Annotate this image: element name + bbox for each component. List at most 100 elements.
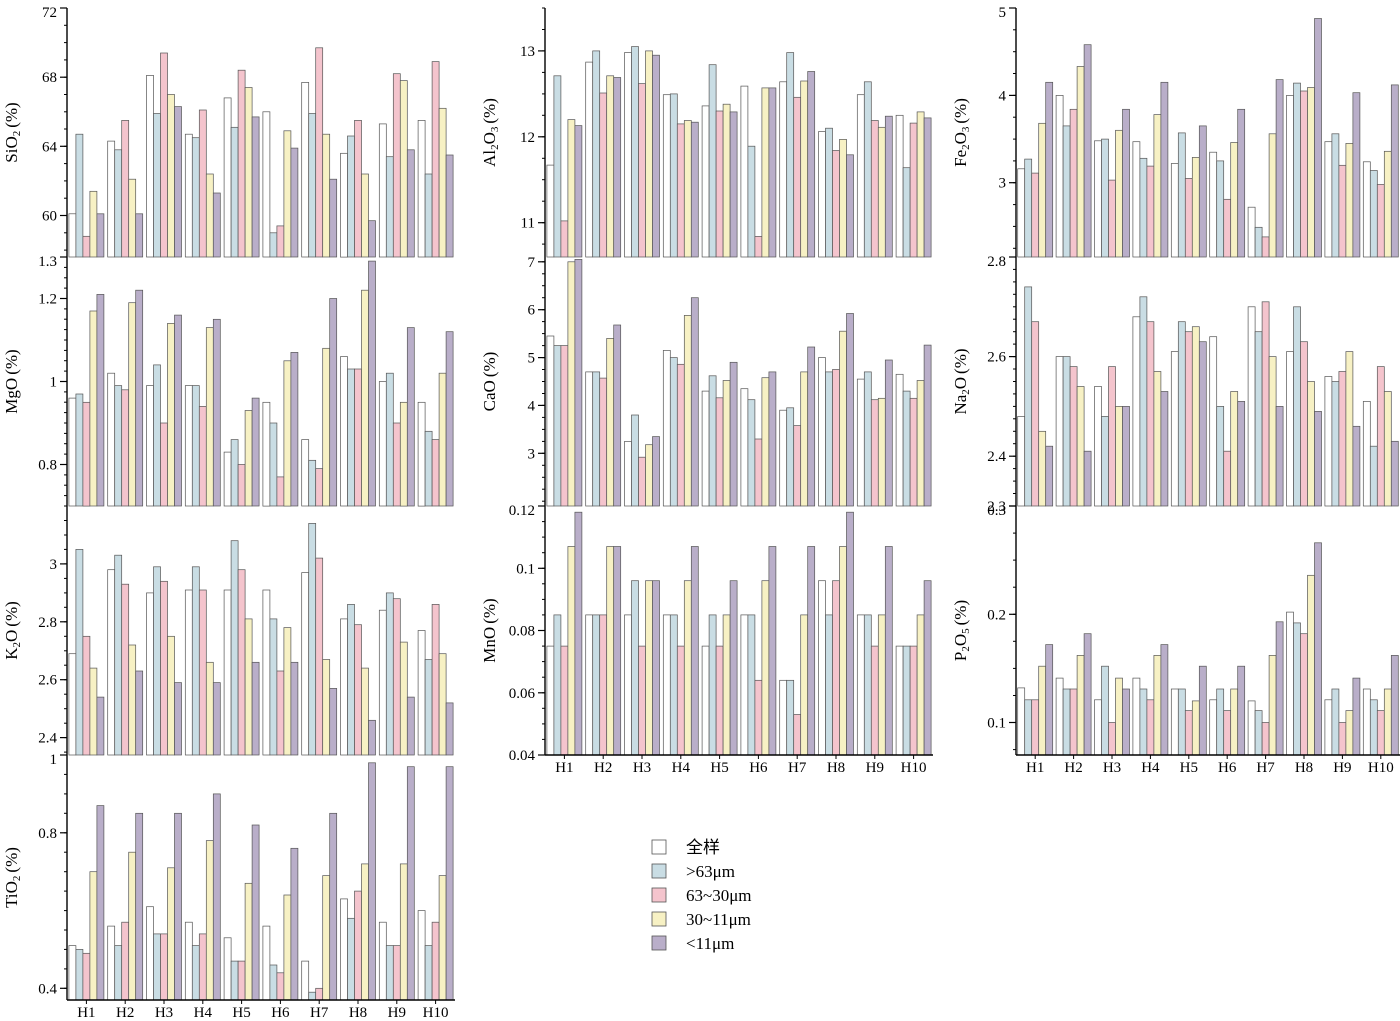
bar-tio2-h1-s4 [96, 805, 105, 1001]
x-tick-label-mno-h2: H2 [594, 760, 612, 776]
bar-na2o-h3-s1 [1101, 416, 1109, 507]
bar-p2o5-h3-s0 [1094, 699, 1102, 756]
bar-sio2-h7-s0 [301, 82, 310, 258]
bar-k2o-h3-s0 [146, 592, 154, 756]
bar-fe2o3-h4-s2 [1146, 165, 1155, 258]
bar-mno-h1-s0 [546, 645, 555, 756]
bar-fe2o3-h1-s4 [1045, 81, 1054, 258]
bar-tio2-h2-s1 [114, 945, 123, 1001]
bar-sio2-h5-s4 [251, 116, 260, 258]
bar-cao-h9-s1 [863, 371, 872, 507]
bar-cao-h6-s0 [740, 388, 749, 507]
bar-sio2-h6-s1 [269, 232, 278, 258]
bar-sio2-h1-s2 [82, 235, 91, 258]
bar-al2o3-h8-s1 [825, 127, 833, 258]
bar-mgo-h6-s3 [283, 360, 292, 507]
bar-na2o-h5-s0 [1170, 351, 1179, 507]
y-tick-label-fe2o3: 3 [999, 176, 1007, 192]
bar-tio2-h10-s4 [445, 766, 454, 1001]
bar-na2o-h6-s3 [1230, 391, 1239, 507]
y-tick-label-mno: 0.08 [509, 624, 535, 640]
bar-na2o-h6-s2 [1223, 450, 1232, 507]
bar-sio2-h9-s1 [385, 156, 394, 258]
bar-mno-h6-s0 [740, 614, 749, 756]
bar-mno-h9-s0 [856, 614, 865, 756]
bar-p2o5-h4-s4 [1160, 644, 1169, 756]
bar-na2o-h10-s1 [1369, 445, 1378, 507]
bar-al2o3-h7-s0 [779, 81, 788, 258]
bar-sio2-h9-s0 [378, 123, 387, 258]
bar-fe2o3-h8-s1 [1293, 82, 1301, 258]
y-axis-title-p2o5: P2O5(%) [951, 600, 972, 661]
bar-tio2-h4-s2 [198, 933, 207, 1001]
bar-cao-h5-s4 [729, 361, 738, 507]
bar-p2o5-h8-s0 [1286, 611, 1294, 756]
panel-mgo: 0.8 1 1.2 1.3 MgO(%) [2, 254, 454, 507]
bar-al2o3-h9-s1 [863, 81, 872, 258]
bar-k2o-h7-s4 [329, 688, 338, 756]
bar-p2o5-h1-s1 [1024, 699, 1033, 756]
bar-p2o5-h6-s0 [1209, 699, 1218, 756]
bar-fe2o3-h8-s4 [1314, 18, 1322, 258]
bar-tio2-h10-s0 [417, 910, 426, 1001]
bar-fe2o3-h10-s3 [1383, 150, 1392, 258]
bar-fe2o3-h6-s3 [1230, 142, 1239, 258]
bar-cao-h8-s0 [818, 357, 826, 507]
bar-tio2-h8-s4 [368, 762, 376, 1001]
bar-al2o3-h1-s4 [574, 125, 583, 258]
y-axis-title-na2o: Na2O(%) [951, 348, 972, 414]
bar-sio2-h8-s2 [354, 120, 362, 258]
legend-label-4: <11μm [686, 934, 734, 953]
bar-k2o-h8-s4 [368, 719, 376, 756]
bar-al2o3-h6-s4 [768, 87, 777, 258]
bar-sio2-h6-s2 [276, 225, 285, 258]
bar-mgo-h4-s3 [205, 327, 214, 507]
bar-al2o3-h10-s4 [923, 117, 932, 258]
y-tick-label-cao: 4 [528, 398, 536, 414]
bar-cao-h7-s4 [807, 346, 816, 507]
bar-na2o-h8-s4 [1314, 411, 1322, 507]
bar-tio2-h5-s3 [244, 882, 253, 1001]
bar-mgo-h1-s2 [82, 401, 91, 507]
bar-al2o3-h4-s0 [662, 94, 671, 258]
y-tick-label-mno: 0.04 [509, 748, 536, 764]
bar-na2o-h2-s3 [1076, 386, 1085, 507]
bar-mgo-h3-s1 [153, 364, 161, 507]
bar-mgo-h7-s4 [329, 298, 338, 507]
bar-al2o3-h5-s1 [708, 64, 717, 258]
bar-cao-h7-s2 [793, 425, 802, 507]
bar-na2o-h7-s3 [1268, 356, 1277, 507]
bar-fe2o3-h1-s1 [1024, 158, 1033, 258]
bar-al2o3-h6-s2 [754, 236, 763, 258]
bar-na2o-h9-s0 [1324, 376, 1333, 507]
bar-p2o5-h3-s3 [1115, 677, 1123, 756]
bar-k2o-h6-s0 [262, 589, 271, 756]
bar-sio2-h3-s4 [174, 106, 182, 258]
y-axis-title-mno: MnO(%) [480, 598, 499, 662]
bar-mno-h9-s2 [870, 645, 879, 756]
bar-k2o-h3-s1 [153, 566, 161, 756]
bar-p2o5-h1-s2 [1031, 699, 1040, 756]
bar-cao-h1-s4 [574, 259, 583, 507]
bar-tio2-h1-s0 [68, 945, 77, 1001]
bar-cao-h4-s3 [683, 315, 692, 507]
panel-p2o5: H1 H2 H3 H4 H5 H6 H7 H8 H9 H10 0.1 0.2 0.3 P2O5(%) [951, 503, 1400, 776]
bar-mno-h4-s4 [690, 546, 699, 756]
bar-p2o5-h10-s0 [1362, 688, 1371, 756]
bar-p2o5-h4-s1 [1139, 688, 1148, 756]
bar-sio2-h10-s1 [424, 173, 433, 258]
bar-na2o-h9-s4 [1352, 425, 1361, 507]
bar-mgo-h4-s1 [191, 385, 200, 507]
bar-k2o-h6-s2 [276, 670, 285, 756]
panel-al2o3: 11 12 13 Al2O3(%) [480, 7, 932, 258]
bar-tio2-h3-s3 [167, 867, 175, 1001]
bar-k2o-h1-s2 [82, 635, 91, 756]
bar-tio2-h2-s2 [121, 921, 130, 1001]
bar-tio2-h5-s4 [251, 824, 260, 1001]
bar-mno-h10-s4 [923, 580, 932, 756]
bar-al2o3-h1-s0 [546, 164, 555, 258]
bar-fe2o3-h6-s1 [1216, 160, 1225, 258]
bar-k2o-h6-s3 [283, 627, 292, 756]
bar-p2o5-h6-s2 [1223, 710, 1232, 756]
